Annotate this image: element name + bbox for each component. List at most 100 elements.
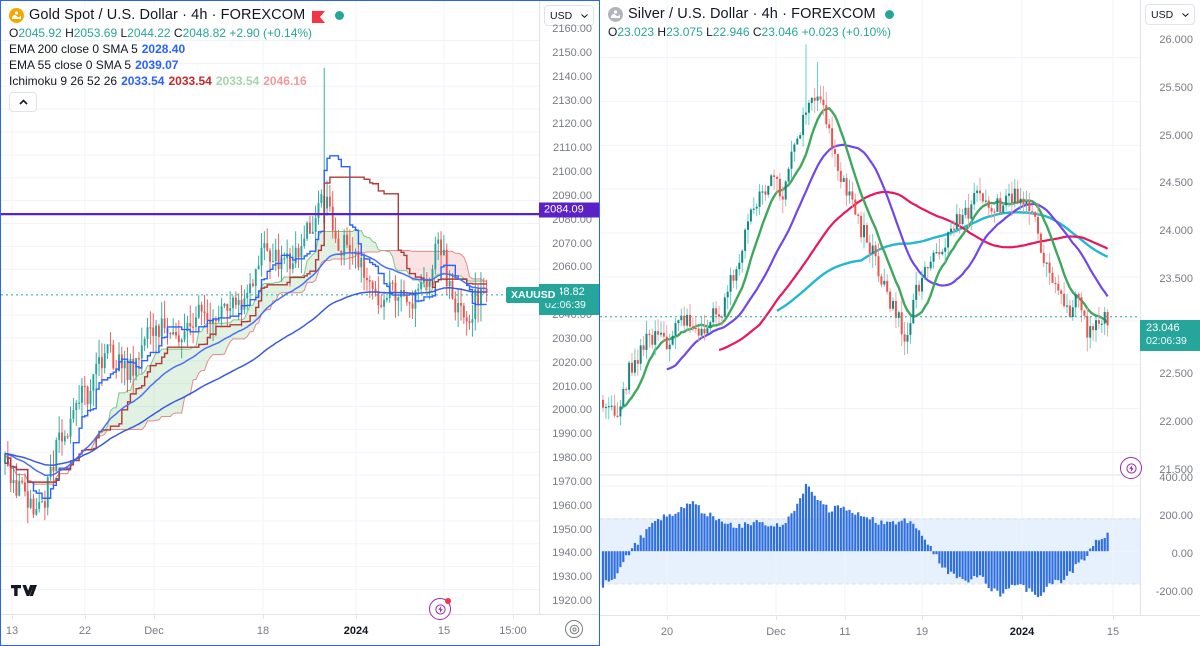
gold-price-tick: 2010.00 [552, 380, 592, 393]
gold-price-tick: 2030.00 [552, 332, 592, 345]
silver-symbol-row[interactable]: Silver / U.S. Dollar · 4h · FOREXCOM [608, 5, 894, 24]
ohlc-o-value: 23.023 [617, 25, 655, 39]
silver-legend: Silver / U.S. Dollar · 4h · FOREXCOM O23… [608, 5, 894, 39]
ohlc-o-value: 2045.92 [18, 26, 62, 40]
gold-time-axis[interactable]: 13 22 Dec 18 2024 15 15:00 [1, 614, 599, 645]
gold-plot-area[interactable] [1, 1, 539, 614]
gold-price-tick: 1960.00 [552, 499, 592, 512]
silver-chart-panel[interactable]: Silver / U.S. Dollar · 4h · FOREXCOM O23… [600, 0, 1200, 646]
gold-symbol-row[interactable]: Gold Spot / U.S. Dollar · 4h · FOREXCOM [9, 6, 345, 25]
gold-candles [4, 67, 488, 524]
ema-200-line [4, 287, 487, 466]
time-tick [513, 615, 514, 619]
time-tick-label: 19 [915, 626, 929, 638]
silver-price-axis[interactable]: USD 26.000 25.500 25.000 24.500 24.000 23.500… [1140, 0, 1200, 615]
gold-price-tick: 2000.00 [552, 404, 592, 417]
chevron-down-icon [1182, 12, 1189, 17]
gold-symbol-title: Gold Spot / U.S. Dollar · 4h · FOREXCOM [29, 7, 306, 23]
time-tick-label: Dec [766, 626, 786, 638]
time-tick-label: 15 [437, 625, 451, 637]
gold-price-axis[interactable]: USD 2160.00 2150.00 2140.00 2130.00 2120.00 2… [539, 1, 599, 614]
silver-currency-select[interactable]: USD [1145, 4, 1195, 25]
indicator-value-1: 2033.54 [168, 74, 212, 88]
chevron-down-icon [581, 13, 588, 18]
flag-icon [312, 10, 326, 23]
ma-long-line [776, 211, 1109, 312]
silver-price-tick: 25.000 [1159, 129, 1193, 142]
silver-lightning-bolt-icon[interactable] [1120, 457, 1142, 479]
time-tick-label: 15 [1106, 626, 1120, 638]
time-tick [1113, 616, 1114, 620]
ohlc-h-label: H [65, 26, 74, 40]
time-tick [12, 615, 13, 619]
ohlc-c-label: C [173, 26, 183, 40]
ohlc-change: +0.023 (+0.10%) [801, 25, 891, 39]
gold-currency-select[interactable]: USD [544, 5, 594, 26]
indicator-value-0: 2039.07 [135, 58, 179, 72]
tradingview-logo[interactable] [11, 585, 37, 605]
silver-oscillator-tick: 0.00 [1171, 548, 1193, 560]
silver-oscillator-tick: -200.00 [1155, 586, 1193, 598]
silver-oscillator-tick: 200.00 [1159, 510, 1193, 522]
gold-indicator-list: EMA 200 close 0 SMA 5 2028.40 EMA 55 close… [9, 42, 344, 88]
senkou-span-b [4, 249, 487, 485]
gold-legend: Gold Spot / U.S. Dollar · 4h · FOREXCOM … [9, 6, 345, 112]
ohlc-h-value: 23.075 [666, 25, 703, 39]
time-tick-label: 20 [660, 626, 674, 638]
gold-ticker-badge[interactable]: XAUUSD [506, 286, 561, 303]
settings-gear-icon[interactable] [565, 620, 583, 638]
silver-symbol-title: Silver / U.S. Dollar · 4h · FOREXCOM [628, 6, 876, 22]
silver-price-badge[interactable]: 23.046 02:06:39 [1140, 320, 1200, 351]
silver-plot-area[interactable] [600, 0, 1140, 615]
gold-lightning-bolt-icon[interactable] [429, 598, 451, 620]
silver-price-tick: 24.500 [1159, 177, 1193, 190]
tenkan-sen [5, 155, 487, 499]
time-tick [154, 615, 155, 619]
chevron-up-icon[interactable] [9, 92, 37, 112]
time-tick [776, 616, 777, 620]
time-tick-label: 22 [78, 625, 92, 637]
silver-last-price: 23.046 [1146, 322, 1180, 334]
ohlc-l-value: 22.946 [712, 25, 750, 39]
gold-level-badge[interactable]: 2084.09 [539, 202, 599, 218]
ohlc-l-label: L [706, 25, 713, 39]
indicator-value-0: 2028.40 [141, 42, 186, 56]
ohlc-h-value: 2053.69 [73, 26, 118, 40]
silver-currency-value: USD [1151, 8, 1174, 21]
gold-price-tick: 1990.00 [552, 428, 592, 441]
gold-price-tick: 1920.00 [552, 595, 592, 607]
time-tick-label: 15:00 [499, 625, 527, 637]
silver-candles [602, 44, 1109, 426]
time-tick [922, 616, 923, 620]
silver-ohlc-row: O23.023 H23.075 L22.946 C23.046 +0.023 (… [608, 25, 894, 39]
gold-price-tick: 2090.00 [552, 189, 592, 202]
silver-time-axis[interactable]: 20 Dec 11 19 2024 15 [600, 615, 1200, 646]
notification-dot [445, 598, 451, 604]
gold-indicator-row-2[interactable]: Ichimoku 9 26 52 26 2033.54 2033.54 2033.54… [9, 74, 344, 88]
ohlc-c-value: 2048.82 [182, 26, 226, 40]
silver-price-tick: 23.500 [1159, 272, 1193, 285]
gold-price-tick: 2150.00 [552, 46, 592, 59]
market-open-dot [884, 10, 894, 19]
indicator-value-2: 2033.54 [215, 74, 260, 88]
time-tick-label: 13 [5, 625, 19, 637]
gold-price-tick: 2110.00 [553, 142, 592, 155]
gold-price-tick: 1970.00 [552, 475, 592, 488]
gold-price-tick: 1940.00 [552, 547, 592, 560]
silver-price-tick: 22.000 [1159, 416, 1193, 429]
silver-price-tick: 21.500 [1159, 464, 1193, 476]
ohlc-h-label: H [657, 25, 667, 39]
ichimoku-cloud-bullish [5, 228, 487, 485]
gold-chart-panel[interactable]: Gold Spot / U.S. Dollar · 4h · FOREXCOM … [0, 0, 600, 646]
gold-indicator-row-0[interactable]: EMA 200 close 0 SMA 5 2028.40 [9, 42, 344, 56]
gold-indicator-row-1[interactable]: EMA 55 close 0 SMA 5 2039.07 [9, 58, 344, 72]
ohlc-change: +2.90 (+0.14%) [229, 26, 313, 40]
gold-price-tick: 2140.00 [552, 70, 592, 83]
gold-price-tick: 2100.00 [552, 166, 592, 178]
time-tick [263, 615, 264, 619]
gold-price-tick: 2060.00 [552, 261, 592, 274]
indicator-name: EMA 200 close 0 SMA 5 [9, 42, 138, 56]
gold-price-tick: 2120.00 [552, 118, 592, 131]
silver-bar-countdown: 02:06:39 [1146, 335, 1187, 347]
gold-price-tick: 1980.00 [552, 452, 592, 464]
